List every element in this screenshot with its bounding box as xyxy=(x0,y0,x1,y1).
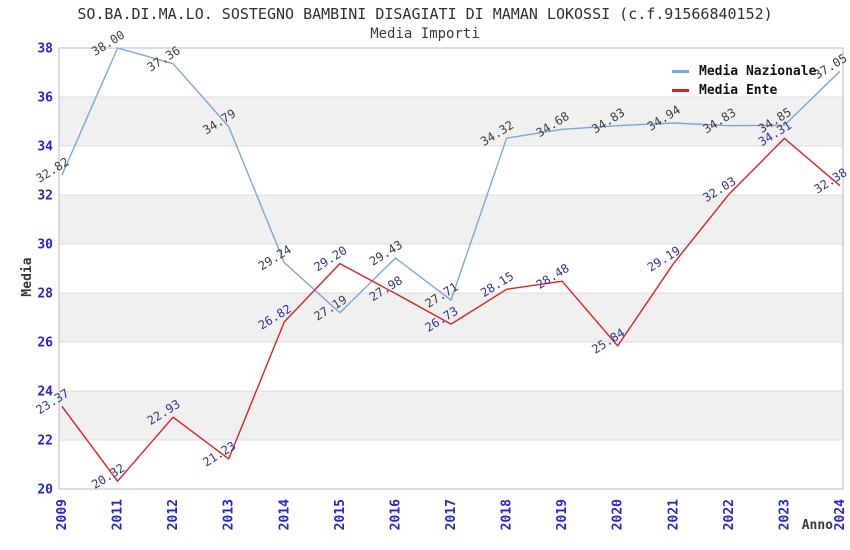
legend: Media Nazionale Media Ente xyxy=(672,62,816,100)
media-nazionale-line-swatch-icon xyxy=(672,70,689,73)
x-tick-label: 2012 xyxy=(166,499,181,530)
x-axis-title: Anno xyxy=(802,518,833,533)
x-tick-label: 2015 xyxy=(333,499,348,530)
point-label: 21.23 xyxy=(200,439,238,470)
x-tick-label: 2020 xyxy=(611,499,626,530)
y-axis-title: Media xyxy=(20,257,35,296)
point-label: 37.05 xyxy=(812,51,850,82)
y-tick-label: 26 xyxy=(37,336,53,351)
x-tick-label: 2021 xyxy=(666,499,681,530)
legend-item-media-nazionale: Media Nazionale xyxy=(672,62,816,81)
x-tick-label: 2024 xyxy=(833,499,848,530)
y-tick-label: 22 xyxy=(37,434,53,449)
x-tick-label: 2009 xyxy=(55,499,70,530)
y-tick-label: 20 xyxy=(37,483,53,498)
point-label: 29.20 xyxy=(311,243,349,274)
x-tick-label: 2013 xyxy=(222,499,237,530)
y-tick-label: 34 xyxy=(37,140,53,155)
band-stripe xyxy=(59,391,843,440)
media-ente-line-swatch-icon xyxy=(672,89,689,92)
point-label: 29.24 xyxy=(256,242,294,273)
y-tick-label: 24 xyxy=(37,385,53,400)
band-stripe xyxy=(59,97,843,146)
point-label: 32.82 xyxy=(34,155,72,186)
series-line-media-ente xyxy=(61,137,841,482)
y-tick-label: 30 xyxy=(37,238,53,253)
point-label: 32.38 xyxy=(812,165,850,196)
x-tick-label: 2018 xyxy=(500,499,515,530)
x-tick-label: 2011 xyxy=(111,499,126,530)
x-tick-label: 2017 xyxy=(444,499,459,530)
x-tick-label: 2019 xyxy=(555,499,570,530)
y-tick-label: 32 xyxy=(37,189,53,204)
x-tick-label: 2016 xyxy=(388,499,403,530)
legend-label: Media Nazionale xyxy=(699,64,817,79)
band-stripe xyxy=(59,195,843,244)
point-label: 28.48 xyxy=(534,261,572,292)
x-tick-label: 2022 xyxy=(722,499,737,530)
legend-label: Media Ente xyxy=(699,83,778,98)
y-tick-label: 38 xyxy=(37,42,53,57)
plot-frame xyxy=(58,47,844,490)
band-stripe xyxy=(59,293,843,342)
chart-subtitle: Media Importi xyxy=(370,26,480,42)
series-line-media-nazionale xyxy=(61,47,841,314)
point-label: 38.00 xyxy=(89,28,127,59)
y-tick-label: 36 xyxy=(37,91,53,106)
y-tick-label: 28 xyxy=(37,287,53,302)
x-tick-label: 2023 xyxy=(777,499,792,530)
legend-item-media-ente: Media Ente xyxy=(672,81,816,100)
x-tick-label: 2014 xyxy=(277,499,292,530)
chart-title: SO.BA.DI.MA.LO. SOSTEGNO BAMBINI DISAGIA… xyxy=(77,5,773,23)
